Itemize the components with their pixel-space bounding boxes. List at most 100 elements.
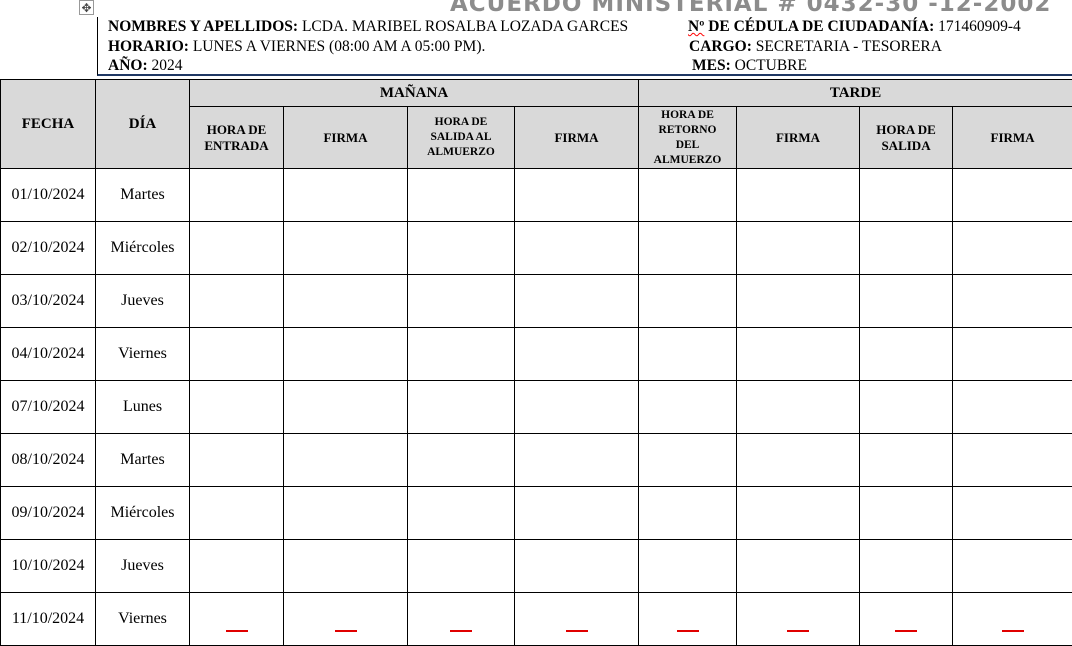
firma-cell[interactable] xyxy=(737,275,860,328)
year-label: AÑO: xyxy=(108,57,148,74)
header-firma: FIRMA xyxy=(515,107,639,169)
hora-cell[interactable] xyxy=(190,434,284,487)
hora-cell[interactable] xyxy=(639,434,737,487)
hora-cell[interactable] xyxy=(408,275,515,328)
hora-cell[interactable] xyxy=(860,540,953,593)
month-value: OCTUBRE xyxy=(731,57,807,74)
firma-cell[interactable] xyxy=(737,593,860,646)
firma-cell[interactable] xyxy=(284,381,408,434)
firma-cell[interactable] xyxy=(953,169,1072,222)
hora-cell[interactable] xyxy=(190,275,284,328)
header-manana: MAÑANA xyxy=(190,80,639,107)
hora-cell[interactable] xyxy=(639,487,737,540)
firma-cell[interactable] xyxy=(515,222,639,275)
fecha-cell: 11/10/2024 xyxy=(1,593,96,646)
dia-cell: Lunes xyxy=(96,381,190,434)
hora-cell[interactable] xyxy=(190,487,284,540)
firma-cell[interactable] xyxy=(284,593,408,646)
firma-cell[interactable] xyxy=(515,169,639,222)
hora-cell[interactable] xyxy=(190,381,284,434)
firma-cell[interactable] xyxy=(953,593,1072,646)
hora-cell[interactable] xyxy=(408,487,515,540)
firma-cell[interactable] xyxy=(284,222,408,275)
firma-cell[interactable] xyxy=(515,275,639,328)
hora-cell[interactable] xyxy=(639,381,737,434)
name-label: NOMBRES Y APELLIDOS: xyxy=(108,18,298,35)
header-dia: DÍA xyxy=(96,80,190,169)
hora-cell[interactable] xyxy=(408,328,515,381)
schedule-label: HORARIO: xyxy=(108,38,189,55)
hora-cell[interactable] xyxy=(190,540,284,593)
name-value: LCDA. MARIBEL ROSALBA LOZADA GARCES xyxy=(298,18,628,35)
hora-cell[interactable] xyxy=(639,540,737,593)
firma-cell[interactable] xyxy=(284,328,408,381)
hora-cell[interactable] xyxy=(639,328,737,381)
firma-cell[interactable] xyxy=(737,222,860,275)
schedule-value: LUNES A VIERNES (08:00 AM A 05:00 PM). xyxy=(189,38,485,55)
dia-cell: Miércoles xyxy=(96,487,190,540)
firma-cell[interactable] xyxy=(284,540,408,593)
hora-cell[interactable] xyxy=(860,593,953,646)
hora-cell[interactable] xyxy=(639,169,737,222)
firma-cell[interactable] xyxy=(737,540,860,593)
firma-cell[interactable] xyxy=(953,540,1072,593)
firma-cell[interactable] xyxy=(953,222,1072,275)
firma-cell[interactable] xyxy=(953,328,1072,381)
hora-cell[interactable] xyxy=(408,222,515,275)
hora-cell[interactable] xyxy=(860,328,953,381)
header-firma: FIRMA xyxy=(737,107,860,169)
hora-cell[interactable] xyxy=(190,328,284,381)
hora-cell[interactable] xyxy=(190,222,284,275)
hora-cell[interactable] xyxy=(860,434,953,487)
firma-cell[interactable] xyxy=(515,434,639,487)
document-title: ACUERDO MINISTERIAL # 0432-30 -12-2002 xyxy=(450,0,1051,17)
hora-cell[interactable] xyxy=(408,381,515,434)
header-fecha: FECHA xyxy=(1,80,96,169)
firma-cell[interactable] xyxy=(953,434,1072,487)
header-hora-salida: HORA DE SALIDA xyxy=(860,107,953,169)
year-line: AÑO: 2024 xyxy=(108,57,182,75)
red-marker xyxy=(335,630,357,632)
header-hora-retorno-almuerzo: HORA DE RETORNO DEL ALMUERZO xyxy=(639,107,737,169)
hora-cell[interactable] xyxy=(408,434,515,487)
hora-cell[interactable] xyxy=(639,593,737,646)
firma-cell[interactable] xyxy=(515,487,639,540)
position-value: SECRETARIA - TESORERA xyxy=(752,38,942,55)
firma-cell[interactable] xyxy=(284,487,408,540)
hora-cell[interactable] xyxy=(408,169,515,222)
hora-cell[interactable] xyxy=(860,222,953,275)
hora-cell[interactable] xyxy=(408,540,515,593)
firma-cell[interactable] xyxy=(284,434,408,487)
firma-cell[interactable] xyxy=(284,275,408,328)
year-value: 2024 xyxy=(148,57,183,74)
header-firma: FIRMA xyxy=(953,107,1072,169)
hora-cell[interactable] xyxy=(639,222,737,275)
hora-cell[interactable] xyxy=(408,593,515,646)
firma-cell[interactable] xyxy=(515,540,639,593)
hora-cell[interactable] xyxy=(860,275,953,328)
firma-cell[interactable] xyxy=(284,169,408,222)
fecha-cell: 08/10/2024 xyxy=(1,434,96,487)
fecha-cell: 07/10/2024 xyxy=(1,381,96,434)
dia-cell: Viernes xyxy=(96,328,190,381)
hora-cell[interactable] xyxy=(860,169,953,222)
firma-cell[interactable] xyxy=(737,169,860,222)
move-icon[interactable]: ✥ xyxy=(79,0,94,15)
firma-cell[interactable] xyxy=(515,381,639,434)
firma-cell[interactable] xyxy=(953,275,1072,328)
firma-cell[interactable] xyxy=(737,328,860,381)
hora-cell[interactable] xyxy=(639,275,737,328)
firma-cell[interactable] xyxy=(953,381,1072,434)
firma-cell[interactable] xyxy=(953,487,1072,540)
hora-cell[interactable] xyxy=(190,593,284,646)
hora-cell[interactable] xyxy=(190,169,284,222)
firma-cell[interactable] xyxy=(737,434,860,487)
firma-cell[interactable] xyxy=(737,381,860,434)
hora-cell[interactable] xyxy=(860,487,953,540)
firma-cell[interactable] xyxy=(515,593,639,646)
firma-cell[interactable] xyxy=(737,487,860,540)
firma-cell[interactable] xyxy=(515,328,639,381)
hora-cell[interactable] xyxy=(860,381,953,434)
